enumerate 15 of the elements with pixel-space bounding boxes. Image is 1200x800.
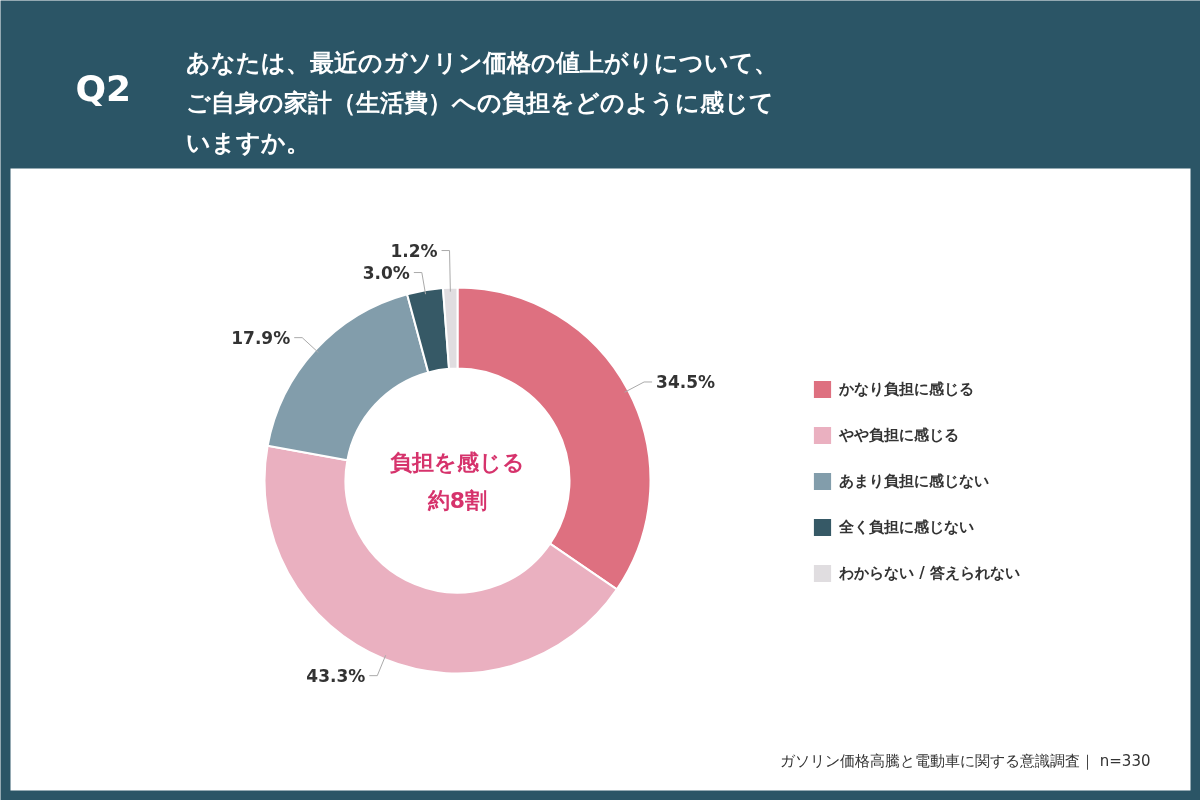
legend-label: わからない / 答えられない [839,563,1020,583]
legend-label: 全く負担に感じない [839,517,974,537]
text: ガソリン価格高騰と電動車に関する意識調査｜ n=330 [780,751,1151,770]
legend-label: やや負担に感じる [839,425,959,445]
text: 負担を感じる [390,450,525,475]
data-label: 17.9% [231,327,291,348]
data-label: 1.2% [390,240,438,261]
legend-label: あまり負担に感じない [839,471,989,491]
data-label: 43.3% [306,665,366,686]
text: Q2 [75,68,132,109]
legend-label: かなり負担に感じる [839,379,974,399]
chart-title: あなたは、最近のガソリン価格の値上がりについて、ご自身の家計（生活費）への負担をどのように感じていますか。 [185,48,778,157]
data-label: 34.5% [656,371,716,392]
text: 約8割 [426,488,488,513]
data-label: 3.0% [362,262,410,283]
